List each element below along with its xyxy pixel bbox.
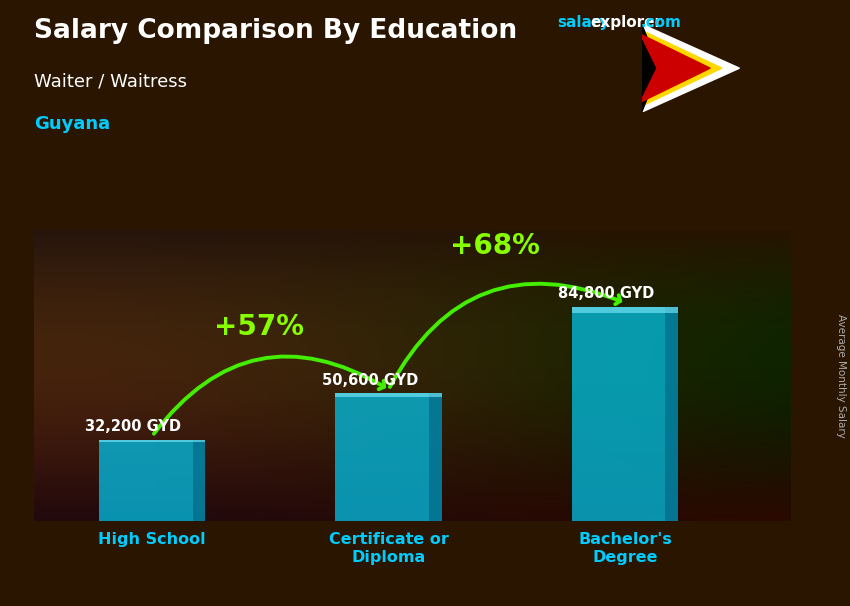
Text: Waiter / Waitress: Waiter / Waitress <box>34 73 187 91</box>
Text: .com: .com <box>641 15 682 30</box>
Polygon shape <box>642 40 655 96</box>
Text: +68%: +68% <box>450 232 540 260</box>
Polygon shape <box>642 24 660 112</box>
Polygon shape <box>642 30 722 106</box>
Text: 50,600 GYD: 50,600 GYD <box>321 373 418 388</box>
Text: 84,800 GYD: 84,800 GYD <box>558 286 654 301</box>
Bar <box>666 307 678 521</box>
Text: salary: salary <box>557 15 609 30</box>
Text: Salary Comparison By Education: Salary Comparison By Education <box>34 18 517 44</box>
Bar <box>193 440 206 521</box>
Bar <box>99 440 206 442</box>
Polygon shape <box>642 35 710 102</box>
Text: Guyana: Guyana <box>34 115 110 133</box>
Text: 32,200 GYD: 32,200 GYD <box>85 419 181 434</box>
Text: explorer: explorer <box>591 15 663 30</box>
Bar <box>336 393 442 521</box>
Bar <box>429 393 442 521</box>
Bar <box>572 307 678 521</box>
Bar <box>336 393 442 397</box>
Polygon shape <box>642 24 740 112</box>
Text: +57%: +57% <box>213 313 303 341</box>
Bar <box>99 440 206 521</box>
Bar <box>572 307 678 313</box>
Text: Average Monthly Salary: Average Monthly Salary <box>836 314 846 438</box>
